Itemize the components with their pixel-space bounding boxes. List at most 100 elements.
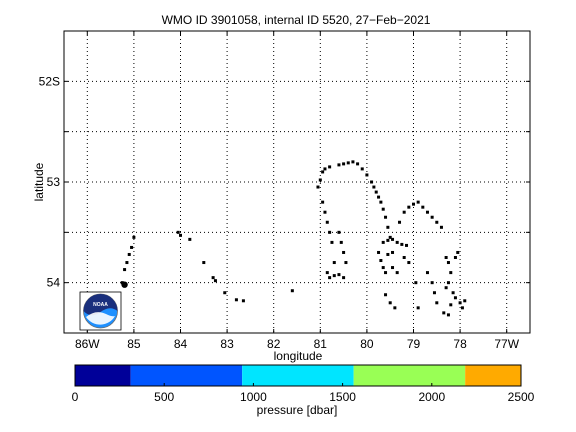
track-point [213, 279, 217, 283]
y-tick-label: 53 [47, 175, 61, 189]
track-point [430, 215, 434, 219]
track-point [179, 233, 182, 237]
track-point [202, 261, 206, 265]
track-point [435, 220, 439, 224]
colorbar-segment [465, 365, 521, 386]
track-point [386, 225, 390, 229]
track-point [446, 281, 450, 285]
track-point [211, 276, 215, 280]
track-point [432, 291, 436, 295]
track-point [123, 268, 127, 272]
x-tick-label: 81 [314, 337, 328, 351]
track-point [444, 256, 448, 259]
track-point [316, 185, 320, 189]
track-point [360, 167, 364, 171]
track-point [435, 301, 439, 305]
y-axis-label: latitude [32, 162, 46, 201]
colorbar-tick-label: 500 [154, 390, 174, 404]
track-point [342, 276, 346, 280]
track-point [402, 210, 406, 214]
colorbar-segment [353, 365, 466, 386]
track-point [456, 250, 460, 254]
grid-lines [64, 31, 530, 334]
track-point [323, 210, 327, 214]
chart-title: WMO ID 3901058, internal ID 5520, 27−Feb… [162, 13, 431, 27]
track-point [346, 161, 350, 165]
colorbar-tick-label: 1500 [329, 390, 356, 404]
track-point [384, 215, 388, 219]
pressure-colorbar: 0 500 1000 1500 2000 2500 [72, 364, 535, 404]
track-point [377, 195, 381, 199]
axis-ticks: 86W 85 84 83 82 81 80 79 78 77W 52S 53 54 [39, 31, 530, 351]
x-tick-label: 77W [494, 337, 519, 351]
track-point [342, 162, 346, 166]
track-point [330, 240, 334, 244]
track-point [351, 160, 355, 164]
track-point [421, 205, 425, 209]
track-point [442, 311, 446, 315]
colorbar-segment [130, 365, 243, 386]
x-axis-label: longitude [274, 349, 323, 363]
track-point [463, 299, 467, 303]
colorbar-tick-label: 0 [72, 390, 79, 404]
track-point [176, 230, 180, 234]
track-point [374, 190, 378, 194]
start-point [121, 281, 128, 288]
track-point [370, 180, 374, 184]
x-tick-label: 86W [75, 337, 100, 351]
track-point [458, 301, 462, 305]
colorbar-label: pressure [dbar] [257, 403, 338, 417]
track-point [416, 200, 420, 204]
track-point [379, 200, 383, 204]
track-point [398, 220, 402, 224]
track-point [290, 289, 294, 293]
track-point [379, 259, 383, 263]
track-point [325, 220, 329, 224]
float-track [120, 160, 467, 317]
y-tick-label: 54 [47, 276, 61, 290]
x-tick-label: 79 [407, 337, 421, 351]
x-tick-label: 82 [267, 337, 281, 351]
track-point [449, 271, 453, 275]
track-point [402, 256, 406, 259]
track-point [453, 296, 457, 300]
track-point [388, 235, 392, 239]
track-point [328, 230, 332, 234]
track-point [325, 271, 329, 275]
track-point [384, 293, 388, 297]
track-point [337, 273, 341, 277]
track-point [241, 299, 245, 303]
colorbar-segment [75, 365, 131, 386]
x-tick-label: 83 [220, 337, 234, 351]
track-point [449, 303, 453, 307]
track-point [337, 230, 341, 234]
track-point [323, 167, 327, 171]
track-point [337, 163, 341, 167]
track-point [453, 256, 457, 259]
track-point [377, 250, 381, 254]
x-tick-label: 78 [453, 337, 467, 351]
track-point [407, 261, 411, 265]
track-point [234, 298, 238, 302]
track-point [388, 301, 392, 305]
colorbar-tick-label: 2500 [508, 390, 535, 404]
track-point [130, 245, 134, 249]
track-point [332, 274, 336, 278]
track-point [446, 313, 450, 317]
track-point [132, 235, 136, 239]
track-point [386, 238, 390, 242]
y-tick-label: 52S [39, 74, 60, 88]
track-point [356, 162, 360, 166]
track-point [365, 173, 369, 177]
track-point [318, 178, 322, 182]
track-point [321, 170, 325, 174]
track-point [344, 261, 348, 265]
track-point [188, 237, 192, 241]
track-point [381, 266, 385, 270]
track-point [342, 250, 346, 254]
x-tick-label: 85 [127, 337, 141, 351]
track-point [125, 261, 129, 265]
noaa-logo-text: NOAA [93, 302, 108, 308]
track-point [400, 242, 404, 246]
track-point [321, 200, 325, 204]
